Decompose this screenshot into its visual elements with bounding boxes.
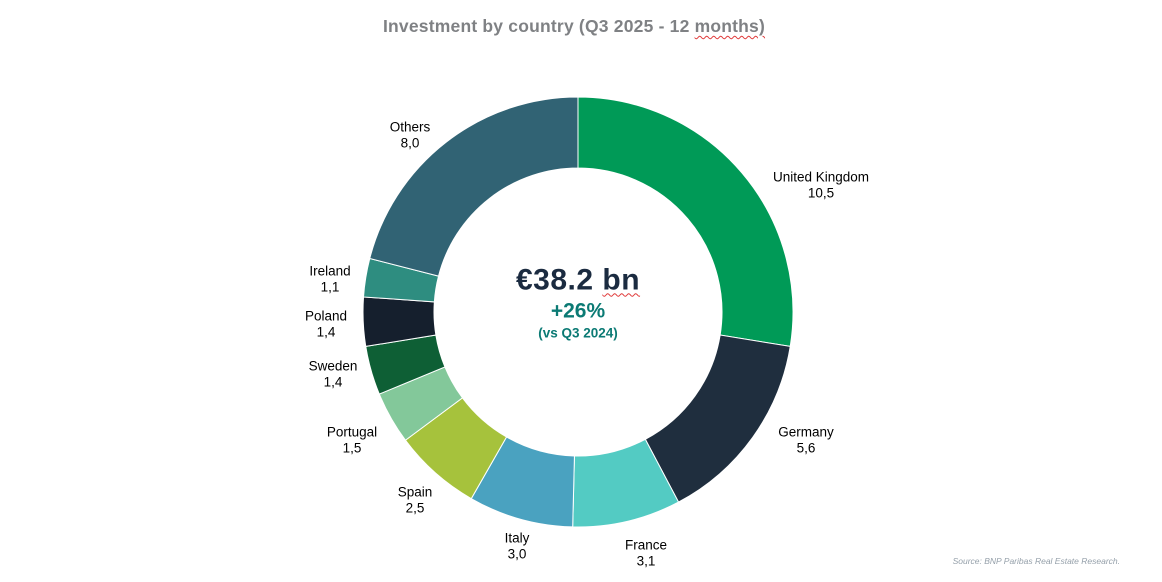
slice-label-germany: Germany 5,6 (778, 425, 834, 456)
slice-label-country: Sweden (308, 358, 358, 374)
yoy-change-value: +26% (550, 299, 606, 323)
slice-label-country: Poland (304, 308, 348, 324)
slice-label-value: 5,6 (796, 440, 816, 455)
slice-label-country: Italy (504, 530, 530, 546)
slice-label-france: France 3,1 (625, 538, 667, 569)
slice-label-country: France (624, 537, 668, 553)
slice-label-country: United Kingdom (772, 169, 870, 185)
slice-label-country: Portugal (326, 424, 378, 440)
chart-title-spellchecked-word: months) (694, 16, 766, 36)
total-value-spellchecked-word: bn (602, 263, 641, 297)
slice-label-poland: Poland 1,4 (305, 309, 347, 340)
slice-label-country: Ireland (309, 263, 351, 279)
slice-label-country: Others (389, 119, 431, 135)
donut-center-text: €38.2 bn +26% (vs Q3 2024) (516, 264, 640, 341)
slice-label-value: 8,0 (400, 135, 420, 150)
yoy-change-comparison: (vs Q3 2024) (538, 325, 618, 341)
slice-label-portugal: Portugal 1,5 (327, 425, 377, 456)
slice-label-sweden: Sweden 1,4 (309, 359, 358, 390)
slice-label-spain: Spain 2,5 (398, 485, 433, 516)
slice-label-value: 1,4 (316, 324, 336, 339)
chart-title: Investment by country (Q3 2025 - 12 mont… (0, 16, 1148, 37)
slice-label-value: 2,5 (405, 500, 425, 515)
chart-title-text: Investment by country (Q3 2025 - 12 (382, 16, 695, 36)
source-attribution: Source: BNP Paribas Real Estate Research… (952, 556, 1120, 566)
slice-label-value: 1,1 (320, 279, 340, 294)
slice-label-value: 3,1 (636, 553, 656, 568)
slice-label-value: 10,5 (807, 185, 835, 200)
slice-label-others: Others 8,0 (390, 120, 431, 151)
slice-label-country: Spain (397, 484, 433, 500)
slice-label-value: 1,4 (323, 374, 343, 389)
slice-label-united-kingdom: United Kingdom 10,5 (773, 170, 869, 201)
slice-label-ireland: Ireland 1,1 (309, 264, 350, 295)
slice-label-country: Germany (778, 424, 834, 440)
slice-germany (644, 334, 791, 503)
slice-united-kingdom (577, 96, 794, 347)
slice-others (369, 96, 579, 277)
total-investment-value: €38.2 bn (515, 263, 641, 297)
slice-label-italy: Italy 3,0 (505, 531, 530, 562)
slice-label-value: 1,5 (342, 440, 362, 455)
slice-label-value: 3,0 (507, 546, 527, 561)
